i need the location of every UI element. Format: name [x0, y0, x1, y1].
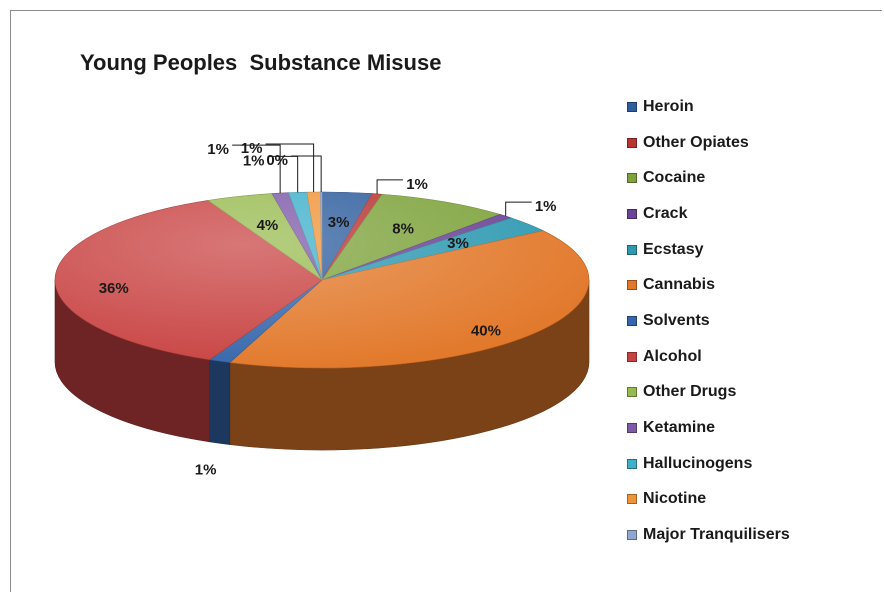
pie-gloss — [55, 192, 589, 368]
legend-swatch — [627, 137, 637, 148]
leader-line-major-tranquilisers — [291, 155, 322, 192]
legend-swatch — [627, 244, 637, 255]
legend-item-nicotine: Nicotine — [627, 482, 790, 518]
data-label-other-drugs: 4% — [257, 217, 279, 234]
legend-swatch — [627, 315, 637, 326]
legend: Heroin Other Opiates Cocaine Crack Ecstasy Ca… — [627, 89, 790, 553]
data-label-major-tranquilisers: 0% — [266, 152, 288, 169]
legend-label: Hallucinogens — [643, 454, 753, 472]
data-label-nicotine: 1% — [241, 140, 263, 157]
data-label-crack: 1% — [535, 198, 557, 215]
leader-line-ketamine — [232, 144, 281, 194]
legend-item-hallucinogens: Hallucinogens — [627, 446, 790, 482]
legend-label: Other Drugs — [643, 383, 737, 401]
data-label-hallucinogens: 1% — [243, 152, 265, 169]
chart-frame — [10, 10, 882, 592]
legend-swatch — [627, 208, 637, 219]
legend-item-heroin: Heroin — [627, 89, 790, 125]
leader-line-other-opiates — [376, 179, 404, 194]
data-label-cocaine: 8% — [392, 220, 414, 237]
legend-label: Cannabis — [643, 276, 716, 294]
legend-item-ketamine: Ketamine — [627, 410, 790, 446]
legend-item-ecstasy: Ecstasy — [627, 232, 790, 268]
data-label-alcohol: 36% — [99, 280, 129, 297]
legend-label: Ketamine — [643, 419, 716, 437]
legend-item-other-opiates: Other Opiates — [627, 125, 790, 161]
legend-swatch — [627, 280, 637, 291]
legend-swatch — [627, 173, 637, 184]
legend-swatch — [627, 458, 637, 469]
legend-swatch — [627, 351, 637, 362]
data-label-cannabis: 40% — [471, 322, 501, 339]
legend-item-solvents: Solvents — [627, 303, 790, 339]
legend-label: Cocaine — [643, 169, 706, 187]
legend-swatch — [627, 530, 637, 541]
legend-item-crack: Crack — [627, 196, 790, 232]
legend-label: Major Tranquilisers — [643, 526, 790, 544]
legend-item-cocaine: Cocaine — [627, 160, 790, 196]
data-label-ecstasy: 3% — [447, 235, 469, 252]
legend-label: Other Opiates — [643, 133, 749, 151]
legend-label: Alcohol — [643, 347, 702, 365]
legend-swatch — [627, 423, 637, 434]
data-label-heroin: 3% — [328, 214, 350, 231]
chart-title: Young Peoples Substance Misuse — [80, 50, 442, 75]
legend-label: Ecstasy — [643, 240, 704, 258]
legend-item-other-drugs: Other Drugs — [627, 375, 790, 411]
legend-item-cannabis: Cannabis — [627, 267, 790, 303]
legend-swatch — [627, 101, 637, 112]
leader-line-crack — [505, 201, 532, 217]
data-label-solvents: 1% — [195, 461, 217, 478]
legend-item-major-tranquilisers: Major Tranquilisers — [627, 517, 790, 553]
legend-swatch — [627, 387, 637, 398]
data-label-ketamine: 1% — [207, 141, 229, 158]
leader-line-nicotine — [265, 143, 315, 193]
legend-swatch — [627, 494, 637, 505]
legend-item-alcohol: Alcohol — [627, 339, 790, 375]
legend-label: Nicotine — [643, 490, 707, 508]
pie-side-solvents — [209, 359, 231, 445]
legend-label: Crack — [643, 204, 688, 222]
legend-label: Heroin — [643, 97, 694, 115]
legend-label: Solvents — [643, 311, 710, 329]
data-label-other-opiates: 1% — [406, 176, 428, 193]
